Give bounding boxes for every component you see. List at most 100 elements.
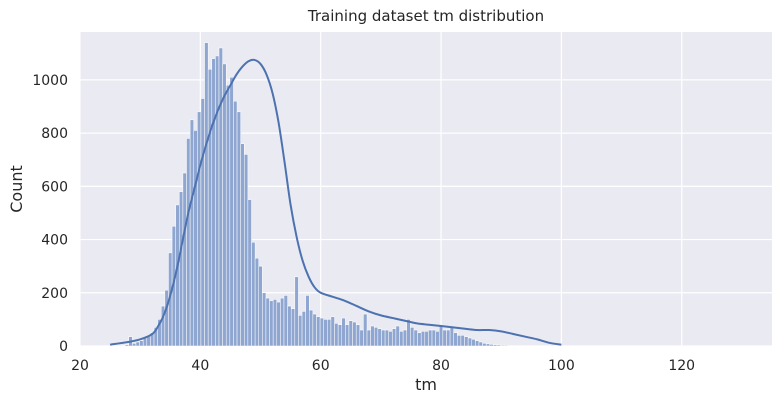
histogram-bar [294,276,299,347]
histogram-bar [262,292,267,347]
histogram-bar [366,329,371,347]
histogram-bar [359,329,364,347]
histogram-bar [280,297,285,347]
histogram-bar [467,337,472,347]
histogram-bar [464,336,469,347]
histogram-bar [189,119,194,347]
histogram-bar [309,309,314,347]
histogram-bar [319,317,324,347]
histogram-bar [402,329,407,347]
histogram-bar [370,325,375,347]
histogram-bar [215,55,220,347]
histogram-bar [345,324,350,347]
histogram-bar [327,319,332,347]
histogram-bar [493,344,498,347]
y-axis-label: Count [7,165,26,213]
x-tick-label: 60 [312,358,330,374]
histogram-bar [431,329,436,347]
histogram-bar [334,323,339,347]
histogram-bar [341,317,346,347]
histogram-bar [413,329,418,347]
histogram-bar [507,345,512,347]
histogram-bar [222,63,227,347]
histogram-bar [399,331,404,347]
histogram-bar [240,143,245,347]
histogram-bar [478,341,483,347]
histogram-bar [496,344,501,347]
histogram-bar [132,343,137,347]
histogram-bar [337,324,343,347]
histogram-bar [471,339,476,347]
histogram-bar [287,305,292,347]
x-tick-label: 80 [432,358,450,374]
histogram-bar [377,328,382,347]
histogram-bar [424,331,429,347]
histogram-bar [218,47,223,347]
x-tick-label: 120 [668,358,695,374]
histogram-bar [352,321,357,347]
histogram-bar [142,337,148,347]
histogram-bar [460,335,465,347]
histogram-bar [410,327,415,347]
histogram-bar [392,328,397,347]
histogram-bar [244,154,249,347]
x-tick-label: 40 [191,358,209,374]
histogram-bar [442,329,447,347]
histogram-bar [316,316,321,347]
histogram-bar [298,315,303,347]
x-tick-label: 20 [71,358,89,374]
histogram-bar [193,130,198,347]
histogram-bar [211,58,216,347]
histogram-bar [420,331,426,347]
histogram-bar [363,313,368,347]
histogram-bar [384,329,389,347]
histogram-bar [348,320,353,347]
histogram-bar [330,316,335,347]
histogram-bar [254,257,259,347]
histogram-bar [446,329,451,347]
chart-title: Training dataset tm distribution [307,7,544,25]
y-tick-label: 600 [41,179,68,195]
histogram-bar [500,344,505,347]
y-tick-labels: 0 200 400 600 800 1000 [32,73,68,355]
histogram-bar [247,199,252,347]
x-tick-labels: 20 40 60 80 100 120 [71,358,695,374]
histogram-bar [204,42,209,347]
histogram-bar [301,311,306,347]
histogram-bar [186,138,191,347]
histogram-bar [511,345,516,347]
histogram-bar [265,297,270,347]
y-tick-label: 200 [41,286,68,302]
histogram-bar [453,332,458,347]
histogram-bar [475,340,480,347]
histogram-bar [417,332,422,347]
histogram-bar [236,111,241,347]
histogram-bar [200,98,205,347]
histogram-bar [503,344,509,347]
histogram-bar [482,343,487,347]
histogram-bar [489,344,494,347]
histogram-bar [272,299,278,347]
histogram-bar [124,344,129,347]
histogram-bar [388,331,393,347]
x-axis-label: tm [415,375,437,394]
histogram-bar [182,172,187,347]
histogram-bar [438,325,444,347]
histogram-bar [258,265,263,347]
histogram-bar [139,340,144,347]
histogram-bar [225,84,231,347]
histogram-bar [164,289,169,347]
histogram-bar [312,313,317,347]
histogram-bar [355,324,361,347]
histogram-bar [449,327,454,347]
histogram-bar [457,335,462,347]
histogram-bar [276,301,281,347]
histogram-bar [251,241,256,347]
histogram-bar [179,191,184,347]
histogram-bar [395,325,400,347]
histogram-bar [283,295,288,347]
y-tick-label: 800 [41,126,68,142]
histogram-bar [197,111,202,347]
histogram-bar [290,308,296,347]
